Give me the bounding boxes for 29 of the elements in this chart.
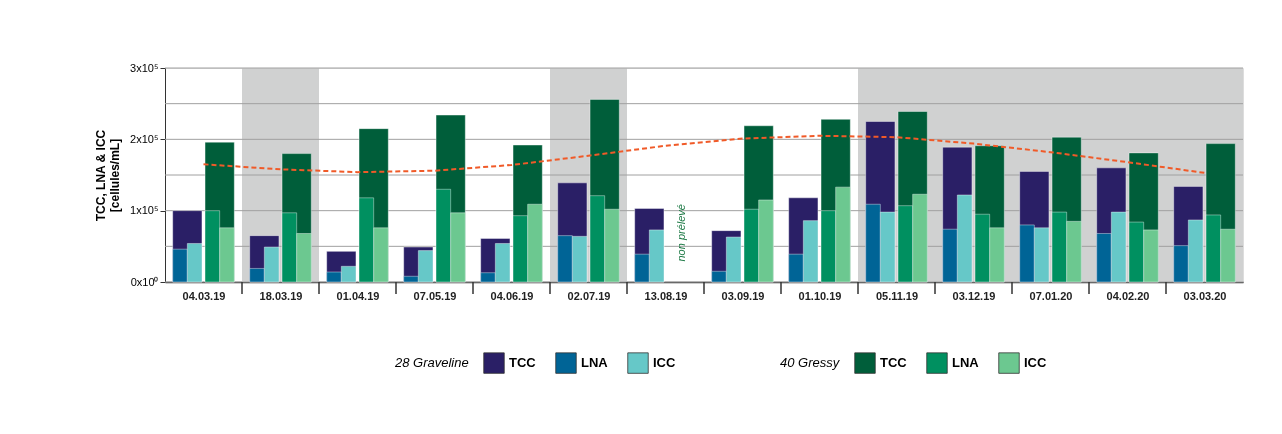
legend-label: ICC bbox=[1024, 355, 1047, 371]
y-tick-label: 1x10⁵ bbox=[130, 204, 159, 217]
x-tick-label: 04.03.19 bbox=[182, 289, 226, 302]
x-tick-label: 01.04.19 bbox=[336, 289, 380, 302]
x-tick-label: 18.03.19 bbox=[259, 289, 303, 302]
legend-label: LNA bbox=[952, 355, 980, 371]
x-tick-label: 04.06.19 bbox=[490, 289, 534, 302]
text: 40 Gressy bbox=[780, 355, 840, 370]
x-tick-label: 03.03.20 bbox=[1183, 289, 1227, 302]
x-tick-label: 03.09.19 bbox=[721, 289, 765, 302]
legend-label: ICC bbox=[653, 355, 676, 371]
x-tick-label: 03.12.19 bbox=[952, 289, 996, 302]
text: 28 Graveline bbox=[395, 355, 469, 370]
x-tick-label: 07.01.20 bbox=[1029, 289, 1073, 302]
y-tick-label: 0x10⁰ bbox=[130, 275, 159, 288]
y-tick-label: 2x10⁵ bbox=[130, 132, 159, 145]
legend-label: LNA bbox=[581, 355, 609, 371]
y-axis-title: TCC, LNA & ICC [cellules/mL] bbox=[94, 129, 123, 222]
x-tick-label: 05.11.19 bbox=[875, 289, 919, 302]
annotation: non prélevé bbox=[674, 204, 687, 262]
x-tick-label: 07.05.19 bbox=[413, 289, 457, 302]
legend-label: TCC bbox=[880, 355, 908, 371]
x-tick-label: 01.10.19 bbox=[798, 289, 842, 302]
y-tick-label: 3x10⁵ bbox=[130, 61, 159, 74]
legend-label: TCC bbox=[509, 355, 537, 371]
line-series bbox=[202, 134, 1206, 174]
x-tick-label: 13.08.19 bbox=[644, 289, 688, 302]
x-tick-label: 02.07.19 bbox=[567, 289, 611, 302]
x-tick-label: 04.02.20 bbox=[1106, 289, 1150, 302]
